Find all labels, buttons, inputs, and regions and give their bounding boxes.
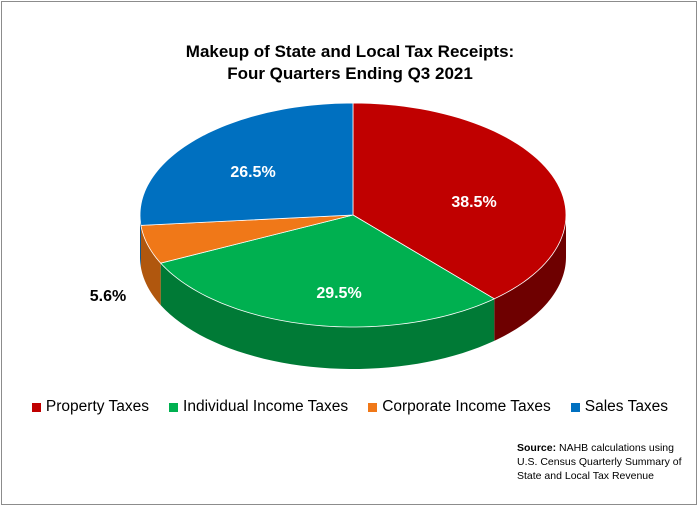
legend-label: Property Taxes: [45, 398, 150, 415]
legend-label: Corporate Income Taxes: [382, 398, 551, 415]
legend-item-individual: Individual Income Taxes: [169, 398, 348, 416]
legend-item-sales: Sales Taxes: [570, 398, 669, 416]
legend-label: Individual Income Taxes: [183, 398, 349, 415]
legend-label: Sales Taxes: [584, 398, 669, 415]
slice-side-0: [494, 215, 566, 341]
legend-item-corporate: Corporate Income Taxes: [368, 398, 551, 416]
chart-title-line-1: Makeup of State and Local Tax Receipts:: [185, 42, 515, 61]
data-label-2: 5.6%: [90, 288, 126, 305]
source-text: NAHB calculations using U.S. Census Quar…: [517, 442, 682, 482]
legend-swatch: [31, 402, 41, 412]
slice-side-1: [160, 263, 495, 369]
slice-side-2: [140, 225, 161, 306]
legend: Property Taxes Individual Income Taxes C…: [0, 398, 700, 416]
data-label-1: 29.5%: [316, 285, 361, 302]
legend-swatch: [570, 402, 580, 412]
slice-1: [159, 214, 496, 328]
slice-2: [140, 214, 354, 264]
legend-swatch: [169, 402, 179, 412]
slice-0: [352, 102, 567, 300]
chart-title-line-2: Four Quarters Ending Q3 2021: [227, 64, 473, 83]
source-note: Source: NAHB calculations using U.S. Cen…: [517, 441, 692, 483]
data-label-3: 26.5%: [230, 164, 275, 181]
legend-swatch: [368, 402, 378, 412]
slice-3: [139, 102, 354, 226]
slice-side-3: [140, 215, 141, 268]
data-label-0: 38.5%: [451, 194, 496, 211]
legend-item-property: Property Taxes: [31, 398, 150, 416]
source-label: Source:: [517, 442, 557, 454]
